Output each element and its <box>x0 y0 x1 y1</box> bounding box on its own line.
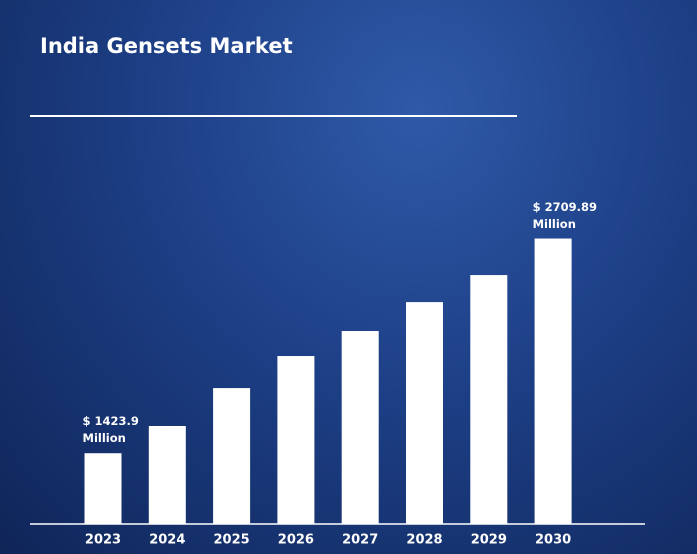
bar <box>277 356 315 524</box>
chart-title: India Gensets Market <box>40 34 293 58</box>
x-tick-label: 2024 <box>149 533 185 548</box>
x-tick-label: 2029 <box>471 533 507 548</box>
x-tick-label: 2026 <box>278 533 314 548</box>
value-label: $ 1423.9 Million <box>82 414 139 446</box>
bar <box>470 275 508 524</box>
bar <box>84 453 122 524</box>
x-tick-label: 2028 <box>406 533 442 548</box>
bar <box>534 238 572 525</box>
bar <box>341 330 379 524</box>
bar <box>148 425 186 524</box>
x-tick-label: 2027 <box>342 533 378 548</box>
value-label: $ 2709.89 Million <box>532 199 597 231</box>
bar <box>406 302 443 524</box>
x-tick-label: 2030 <box>535 533 571 548</box>
x-tick-label: 2025 <box>214 533 250 548</box>
x-tick-label: 2023 <box>85 533 121 548</box>
bar <box>213 388 251 524</box>
